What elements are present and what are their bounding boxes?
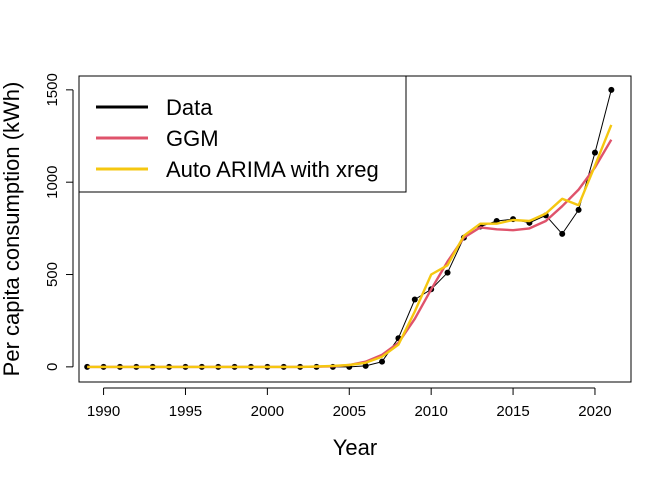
y-tick-label: 500 [44,262,61,287]
data-point [379,358,386,365]
data-point [608,86,615,93]
data-point [411,296,418,303]
x-tick-label: 2010 [414,403,447,420]
data-point [362,362,369,369]
series-line-auto-arima-with-xreg [87,124,613,369]
x-tick-label: 1990 [87,403,120,420]
y-axis-label: Per capita consumption (kWh) [0,82,24,377]
x-tick-label: 2020 [578,403,611,420]
x-axis-label: Year [333,435,377,460]
data-point [444,269,451,276]
axes-group: 1990 1995 2000 2005 2010 2015 2020 0 500 1000 1500 [44,73,612,420]
legend-label-ggm: GGM [166,126,219,151]
data-point [559,230,566,237]
legend-label-arima: Auto ARIMA with xreg [166,157,379,182]
data-point [591,149,598,156]
legend-label-data: Data [166,95,213,120]
x-tick-label: 2005 [333,403,366,420]
series-group [84,86,615,370]
x-tick-label: 2000 [251,403,284,420]
data-point [575,206,582,213]
x-tick-label: 2015 [496,403,529,420]
legend: Data GGM Auto ARIMA with xreg [78,75,407,193]
legend-box [78,75,407,193]
x-tick-label: 1995 [169,403,202,420]
data-point [84,363,91,370]
y-tick-label: 1500 [44,73,61,106]
y-tick-label: 0 [44,363,61,371]
y-tick-label: 1000 [44,165,61,198]
